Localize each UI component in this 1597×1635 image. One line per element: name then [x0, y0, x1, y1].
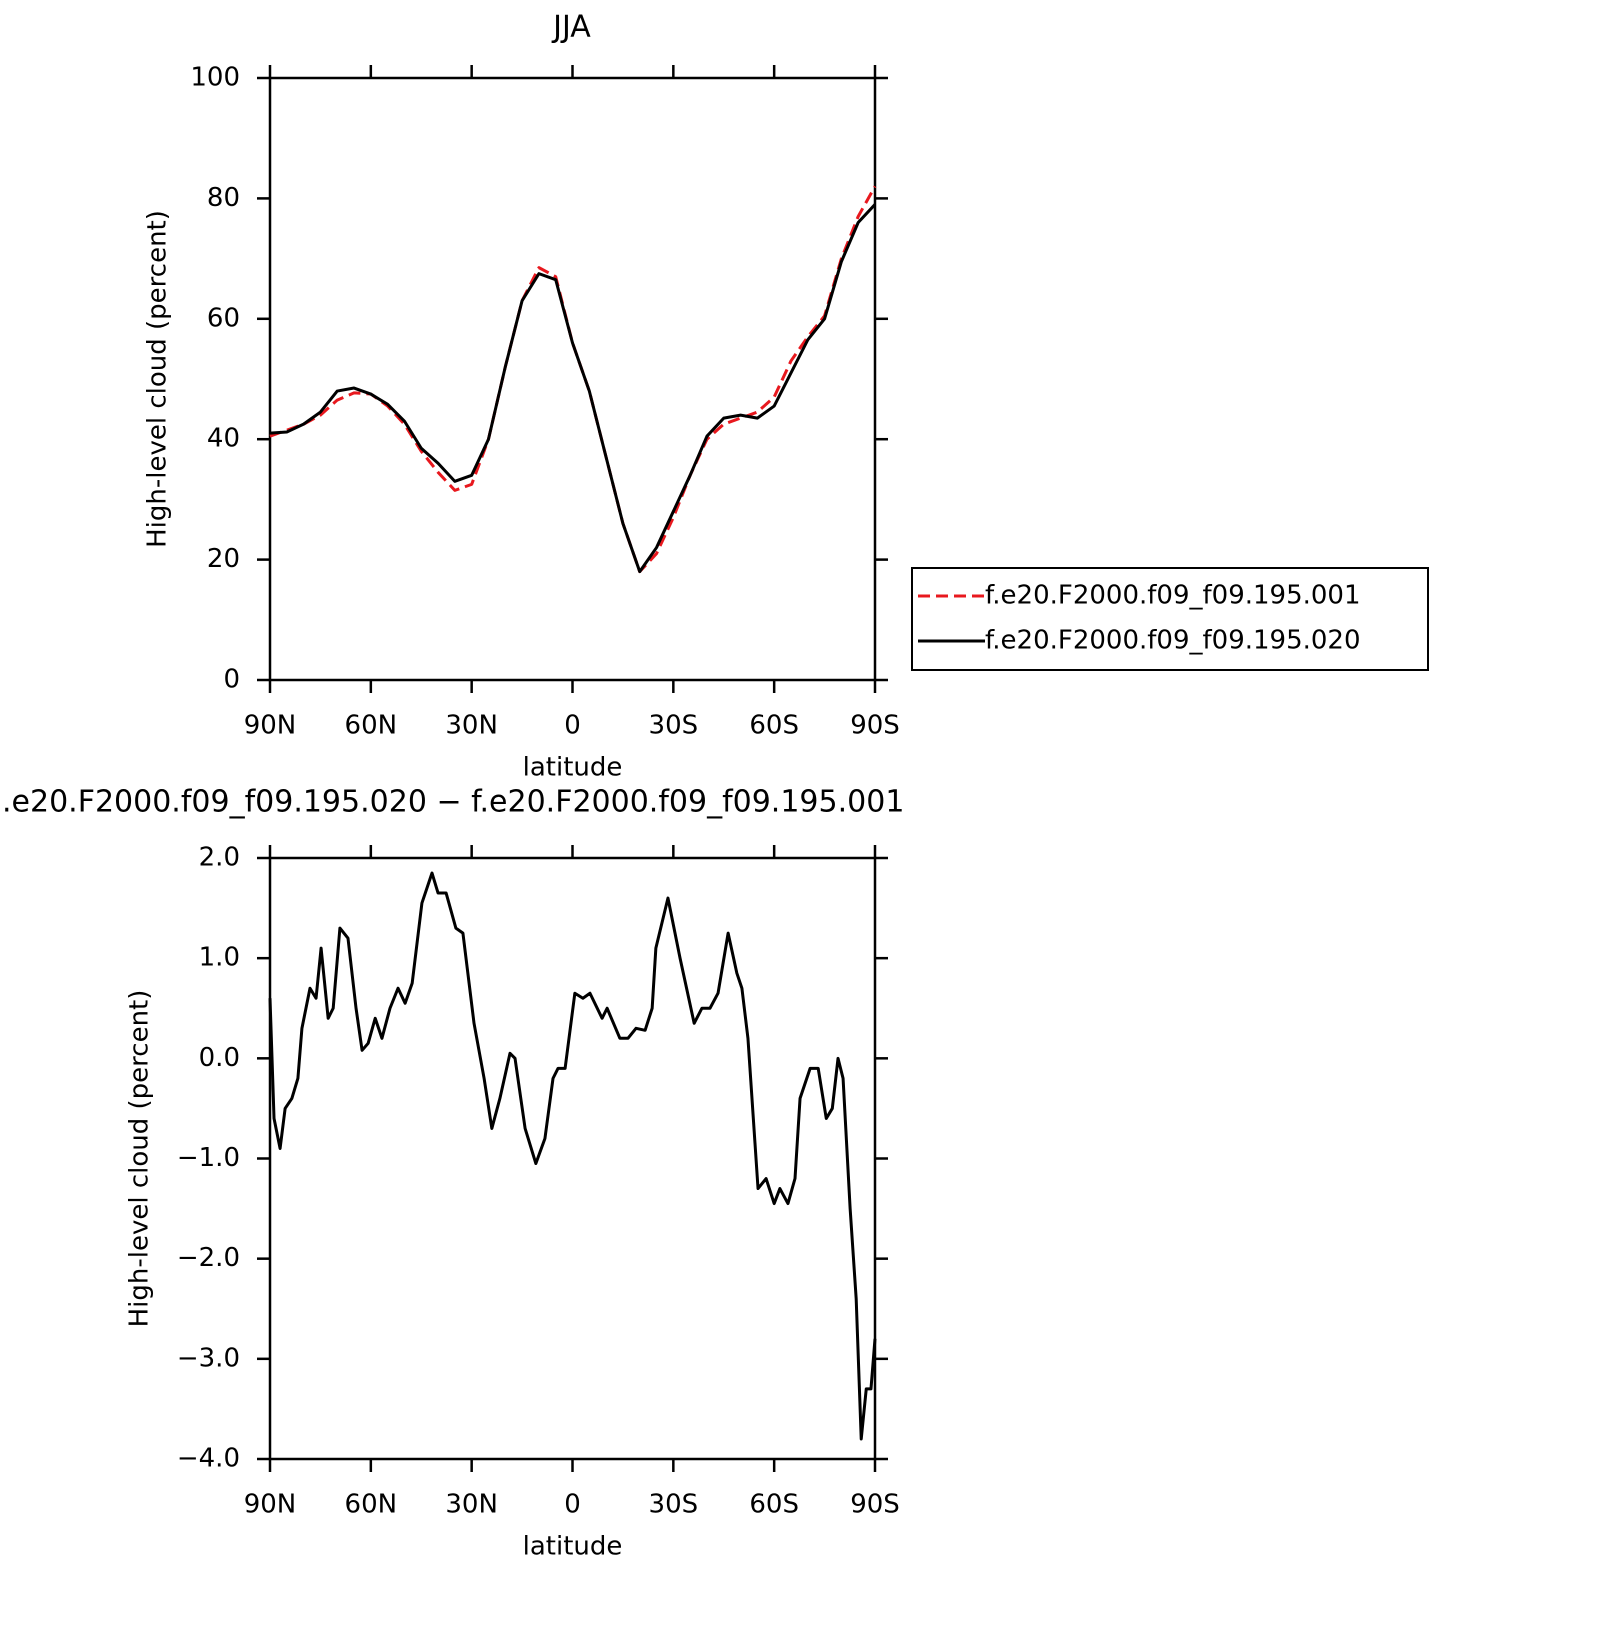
y-tick-label: 80 [207, 183, 240, 213]
data-line [269, 203, 877, 574]
y-tick-label: 20 [207, 544, 240, 574]
plot-frame [268, 76, 877, 682]
x-tick-label: 30N [445, 711, 498, 741]
legend-box [911, 567, 1429, 671]
x-tick-label: 60N [345, 711, 398, 741]
data-line [269, 185, 877, 574]
x-tick-label: 60N [345, 1490, 398, 1520]
x-tick-label: 60S [749, 1490, 799, 1520]
x-tick-label: 90N [244, 1490, 297, 1520]
y-tick-label: −3.0 [177, 1343, 240, 1373]
legend-label: f.e20.F2000.f09_f09.195.001 [985, 581, 1361, 611]
y-tick-label: 1.0 [199, 943, 240, 973]
y-tick-label: 0.0 [199, 1043, 240, 1073]
x-axis-label: latitude [523, 753, 623, 783]
plot-frame [268, 856, 877, 1461]
x-tick-label: 0 [564, 1490, 581, 1520]
x-tick-label: 30N [445, 1490, 498, 1520]
chart-title: .e20.F2000.f09_f09.195.020 − f.e20.F2000… [2, 785, 904, 820]
y-tick-label: −4.0 [177, 1444, 240, 1474]
x-tick-label: 0 [564, 711, 581, 741]
x-tick-label: 90N [244, 711, 297, 741]
x-tick-label: 60S [749, 711, 799, 741]
y-tick-label: 100 [190, 63, 240, 93]
legend-label: f.e20.F2000.f09_f09.195.020 [985, 626, 1361, 656]
x-tick-label: 90S [850, 1490, 900, 1520]
data-line [268, 871, 877, 1441]
y-tick-label: 2.0 [199, 843, 240, 873]
y-axis-label: High-level cloud (percent) [125, 990, 155, 1328]
x-axis-label: latitude [523, 1532, 623, 1562]
y-axis-label: High-level cloud (percent) [143, 210, 173, 548]
y-tick-label: 40 [207, 424, 240, 454]
x-tick-label: 90S [850, 711, 900, 741]
y-tick-label: 60 [207, 303, 240, 333]
y-tick-label: 0 [223, 665, 240, 695]
y-tick-label: −2.0 [177, 1243, 240, 1273]
x-tick-label: 30S [649, 1490, 699, 1520]
y-tick-label: −1.0 [177, 1143, 240, 1173]
x-tick-label: 30S [649, 711, 699, 741]
chart-title: JJA [551, 10, 591, 45]
